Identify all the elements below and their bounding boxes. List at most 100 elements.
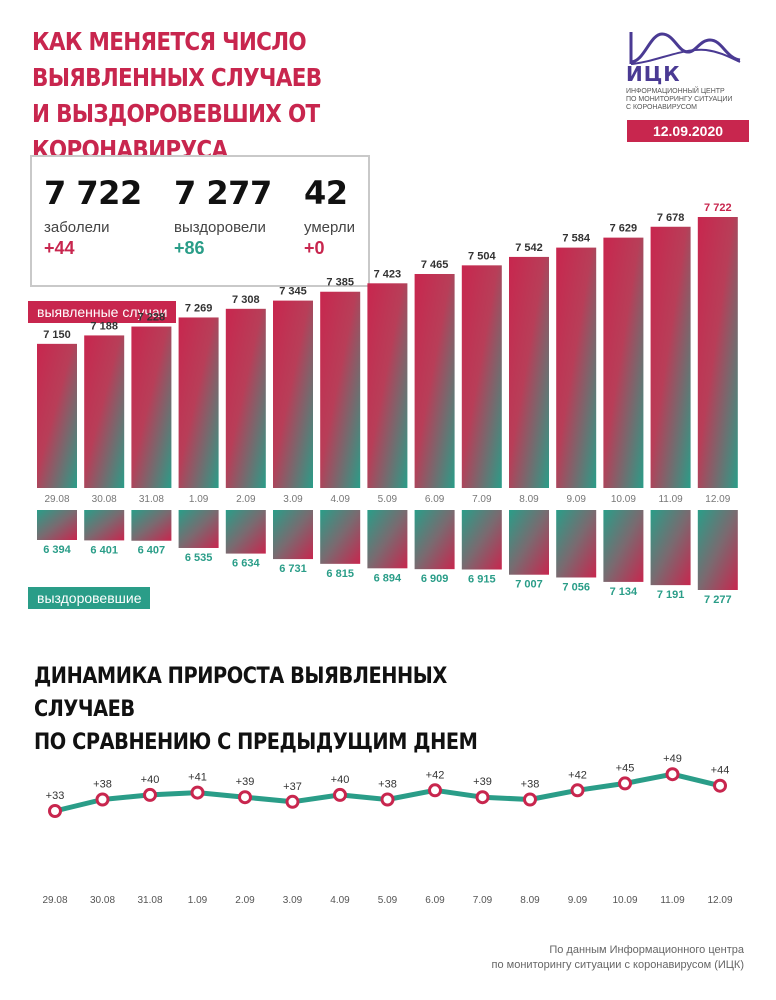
confirmed-bar (131, 326, 172, 488)
date-tick-label: 10.09 (611, 494, 636, 505)
growth-date-tick-label: 7.09 (473, 895, 493, 906)
title-line-1: КАК МЕНЯЕТСЯ ЧИСЛО ВЫЯВЛЕННЫХ СЛУЧАЕВ (32, 27, 322, 92)
growth-value-label: +39 (236, 776, 255, 788)
stat-deaths-label: умерли (304, 219, 355, 236)
growth-point (333, 787, 347, 802)
recovered-bar (37, 510, 77, 540)
recovered-value-label: 6 894 (374, 572, 402, 584)
growth-value-label: +38 (521, 779, 540, 791)
confirmed-bar (461, 265, 502, 488)
confirmed-bar (320, 291, 361, 488)
growth-date-tick-label: 2.09 (235, 895, 255, 906)
growth-date-tick-label: 30.08 (90, 895, 115, 906)
stat-recovered-delta: +86 (174, 238, 205, 258)
growth-value-label: +37 (283, 781, 302, 793)
growth-date-tick-label: 1.09 (188, 895, 208, 906)
recovered-value-label: 6 815 (326, 568, 354, 580)
confirmed-value-label: 7 308 (232, 294, 260, 306)
recovered-value-label: 7 277 (704, 594, 732, 606)
stat-confirmed-delta: +44 (44, 238, 75, 258)
date-tick-label: 30.08 (92, 494, 117, 505)
growth-date-tick-label: 29.08 (42, 895, 67, 906)
growth-point (570, 783, 585, 798)
growth-date-tick-label: 6.09 (425, 895, 445, 906)
growth-date-tick-label: 10.09 (612, 895, 637, 906)
growth-value-label: +38 (378, 779, 397, 791)
recovered-bar (603, 510, 644, 582)
growth-date-tick-label: 8.09 (520, 895, 540, 906)
growth-point (475, 790, 490, 805)
recovered-bar (131, 510, 172, 541)
growth-date-tick-label: 4.09 (330, 895, 350, 906)
logo-sub-line-1: информационный центр (626, 88, 725, 95)
recovered-value-label: 6 909 (421, 573, 449, 585)
recovered-bar (650, 510, 691, 586)
growth-date-tick-label: 9.09 (568, 895, 588, 906)
growth-value-label: +40 (141, 774, 160, 786)
recovered-bar (178, 510, 219, 548)
confirmed-bar (650, 226, 691, 489)
recovered-value-label: 6 394 (43, 544, 71, 556)
logo-sub-line-2: по мониторингу ситуации (626, 96, 733, 103)
badge-recovered: выздоровевшие (28, 587, 151, 609)
logo-name: ИЦК (626, 62, 681, 86)
badge-confirmed-cases: выявленные случаи (28, 301, 177, 323)
date-tick-label: 31.08 (139, 494, 164, 505)
recovered-bars-series: 6 394 6 401 6 407 6 535 6 634 6 731 6 815 6 894… (37, 510, 738, 606)
stat-deaths-value: 42 (304, 174, 348, 212)
logo-sub-line-3: с коронавирусом (626, 104, 697, 111)
confirmed-bars-series: 7 150 29.08 7 188 30.08 7 228 31.08 7 269 1.09 7… (37, 202, 738, 505)
date-tick-label: 7.09 (472, 494, 492, 505)
confirmed-value-label: 7 385 (326, 277, 354, 289)
recovered-bar (84, 510, 125, 541)
confirmed-bar (273, 300, 313, 488)
recovered-value-label: 7 134 (610, 586, 638, 598)
growth-point (665, 767, 680, 782)
confirmed-bar (367, 283, 408, 488)
growth-value-label: +41 (188, 772, 207, 784)
date-tick-label: 29.08 (44, 494, 69, 505)
growth-date-tick-label: 12.09 (707, 895, 732, 906)
stat-confirmed-label: заболели (44, 219, 110, 236)
recovered-value-label: 6 915 (468, 574, 496, 586)
growth-value-label: +45 (616, 762, 635, 774)
recovered-value-label: 6 401 (90, 544, 118, 556)
confirmed-bar (178, 317, 219, 488)
stat-confirmed: 7 722 заболели +44 (44, 175, 142, 259)
recovered-value-label: 7 007 (515, 579, 543, 591)
stat-deaths-delta: +0 (304, 238, 325, 258)
stat-recovered: 7 277 выздоровели +86 (174, 175, 272, 259)
growth-point (48, 804, 62, 818)
date-tick-label: 12.09 (705, 494, 730, 505)
growth-date-tick-label: 3.09 (283, 895, 303, 906)
growth-line-series: +33 29.08 +38 30.08 +40 31.08 +41 1.09 +39 2.09 +3… (42, 753, 732, 906)
growth-value-label: +38 (93, 779, 112, 791)
recovered-bar (273, 510, 313, 560)
logo-subtitle: информационный центр по мониторингу ситу… (626, 88, 746, 112)
growth-value-label: +42 (568, 769, 587, 781)
growth-point (238, 790, 252, 805)
growth-point (143, 787, 157, 802)
confirmed-value-label: 7 188 (90, 320, 118, 332)
date-tick-label: 1.09 (189, 494, 209, 505)
recovered-value-label: 6 535 (185, 552, 213, 564)
growth-date-tick-label: 5.09 (378, 895, 398, 906)
growth-point (618, 776, 632, 791)
growth-value-label: +44 (711, 765, 730, 777)
recovered-value-label: 6 731 (279, 563, 307, 575)
growth-value-label: +42 (426, 769, 445, 781)
stat-confirmed-value: 7 722 (44, 174, 142, 212)
confirmed-value-label: 7 228 (138, 312, 166, 324)
date-tick-label: 2.09 (236, 494, 256, 505)
source-line-1: По данным Информационного центра (549, 944, 744, 956)
stat-recovered-value: 7 277 (174, 174, 272, 212)
summary-stats-box: 7 722 заболели +44 7 277 выздоровели +86… (30, 155, 370, 287)
date-tick-label: 5.09 (378, 494, 398, 505)
recovered-value-label: 7 056 (562, 581, 590, 593)
confirmed-value-label: 7 465 (421, 259, 449, 271)
confirmed-bar (603, 237, 644, 488)
confirmed-bar (556, 247, 597, 488)
growth-value-label: +39 (473, 776, 492, 788)
logo-wave-icon (629, 32, 741, 65)
date-tick-label: 9.09 (566, 494, 586, 505)
